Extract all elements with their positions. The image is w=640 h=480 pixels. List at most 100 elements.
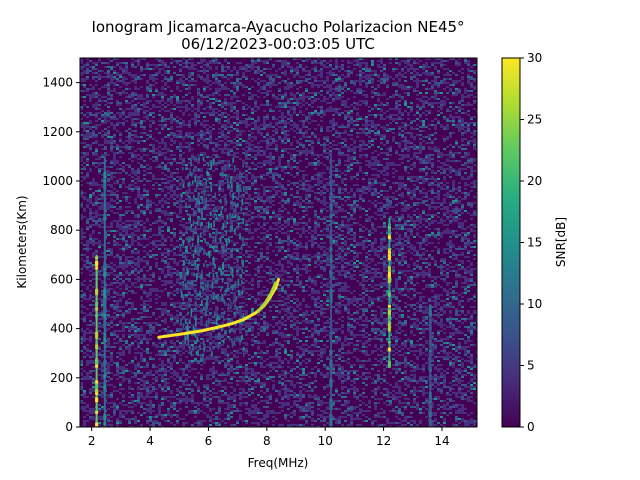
heatmap-cell xyxy=(122,152,125,154)
heatmap-cell xyxy=(83,254,86,256)
heatmap-cell xyxy=(215,108,218,110)
heatmap-cell xyxy=(125,342,128,344)
heatmap-cell xyxy=(230,102,233,104)
heatmap-cell xyxy=(131,238,134,240)
heatmap-cell xyxy=(245,70,248,72)
heatmap-cell xyxy=(188,86,191,88)
heatmap-cell xyxy=(146,64,149,66)
heatmap-cell xyxy=(218,328,221,330)
heatmap-cell xyxy=(221,216,224,218)
heatmap-cell xyxy=(194,174,197,176)
heatmap-cell xyxy=(119,266,122,268)
heatmap-cell xyxy=(200,130,203,132)
heatmap-cell xyxy=(107,344,110,346)
heatmap-cell xyxy=(227,174,230,176)
heatmap-cell xyxy=(149,284,152,286)
heatmap-cell xyxy=(137,280,140,282)
heatmap-cell xyxy=(176,88,179,90)
heatmap-cell xyxy=(119,244,122,246)
heatmap-cell xyxy=(185,398,188,400)
heatmap-cell xyxy=(95,134,98,136)
heatmap-cell xyxy=(158,230,161,232)
heatmap-cell xyxy=(83,422,86,424)
heatmap-cell xyxy=(212,260,215,262)
heatmap-cell xyxy=(251,112,254,114)
heatmap-cell xyxy=(170,190,173,192)
heatmap-cell xyxy=(158,64,161,66)
heatmap-cell xyxy=(110,416,113,418)
heatmap-cell xyxy=(188,162,191,164)
heatmap-cell xyxy=(155,332,158,334)
heatmap-cell xyxy=(95,76,98,78)
heatmap-cell xyxy=(176,240,179,242)
heatmap-cell xyxy=(257,130,260,132)
heatmap-cell xyxy=(221,340,224,342)
heatmap-cell xyxy=(98,246,101,248)
heatmap-cell xyxy=(164,288,167,290)
heatmap-cell xyxy=(164,110,167,112)
heatmap-cell xyxy=(173,120,176,122)
heatmap-cell xyxy=(215,118,218,120)
heatmap-cell xyxy=(128,262,131,264)
heatmap-cell xyxy=(131,400,134,402)
heatmap-cell xyxy=(134,174,137,176)
heatmap-cell xyxy=(89,88,92,90)
heatmap-cell xyxy=(215,168,218,170)
heatmap-cell xyxy=(221,308,224,310)
heatmap-cell xyxy=(119,414,122,416)
heatmap-cell xyxy=(119,338,122,340)
heatmap-cell xyxy=(80,72,83,74)
heatmap-cell xyxy=(164,214,167,216)
heatmap-cell xyxy=(125,300,128,302)
heatmap-cell xyxy=(179,346,182,348)
heatmap-cell xyxy=(218,190,221,192)
heatmap-cell xyxy=(260,302,263,304)
heatmap-cell xyxy=(224,182,227,184)
heatmap-cell xyxy=(134,216,137,218)
heatmap-cell xyxy=(200,60,203,62)
heatmap-cell xyxy=(185,308,188,310)
heatmap-cell xyxy=(110,224,113,226)
heatmap-cell xyxy=(233,292,236,294)
heatmap-cell xyxy=(80,374,83,376)
heatmap-cell xyxy=(218,336,221,338)
heatmap-cell xyxy=(203,396,206,398)
heatmap-cell xyxy=(80,134,83,136)
heatmap-cell xyxy=(248,138,251,140)
heatmap-cell xyxy=(110,332,113,334)
heatmap-cell xyxy=(260,174,263,176)
heatmap-cell xyxy=(197,332,200,334)
heatmap-cell xyxy=(188,146,191,148)
heatmap-cell xyxy=(134,252,137,254)
heatmap-cell xyxy=(164,308,167,310)
heatmap-cell xyxy=(161,362,164,364)
heatmap-cell xyxy=(170,164,173,166)
heatmap-cell xyxy=(131,232,134,234)
heatmap-cell xyxy=(110,146,113,148)
heatmap-cell xyxy=(137,136,140,138)
heatmap-cell xyxy=(101,122,104,124)
heatmap-cell xyxy=(200,318,203,320)
heatmap-cell xyxy=(188,352,191,354)
heatmap-cell xyxy=(215,282,218,284)
heatmap-cell xyxy=(209,336,212,338)
heatmap-cell xyxy=(215,144,218,146)
heatmap-cell xyxy=(239,336,242,338)
heatmap-cell xyxy=(218,400,221,402)
heatmap-cell xyxy=(107,178,110,180)
heatmap-cell xyxy=(143,250,146,252)
heatmap-cell xyxy=(185,176,188,178)
heatmap-cell xyxy=(209,194,212,196)
heatmap-cell xyxy=(131,62,134,64)
heatmap-cell xyxy=(92,78,95,80)
heatmap-cell xyxy=(146,388,149,390)
heatmap-cell xyxy=(248,256,251,258)
heatmap-cell xyxy=(224,252,227,254)
heatmap-cell xyxy=(92,410,95,412)
heatmap-cell xyxy=(146,230,149,232)
heatmap-cell xyxy=(137,328,140,330)
heatmap-cell xyxy=(206,264,209,266)
heatmap-cell xyxy=(116,286,119,288)
heatmap-cell xyxy=(197,116,200,118)
heatmap-cell xyxy=(116,226,119,228)
